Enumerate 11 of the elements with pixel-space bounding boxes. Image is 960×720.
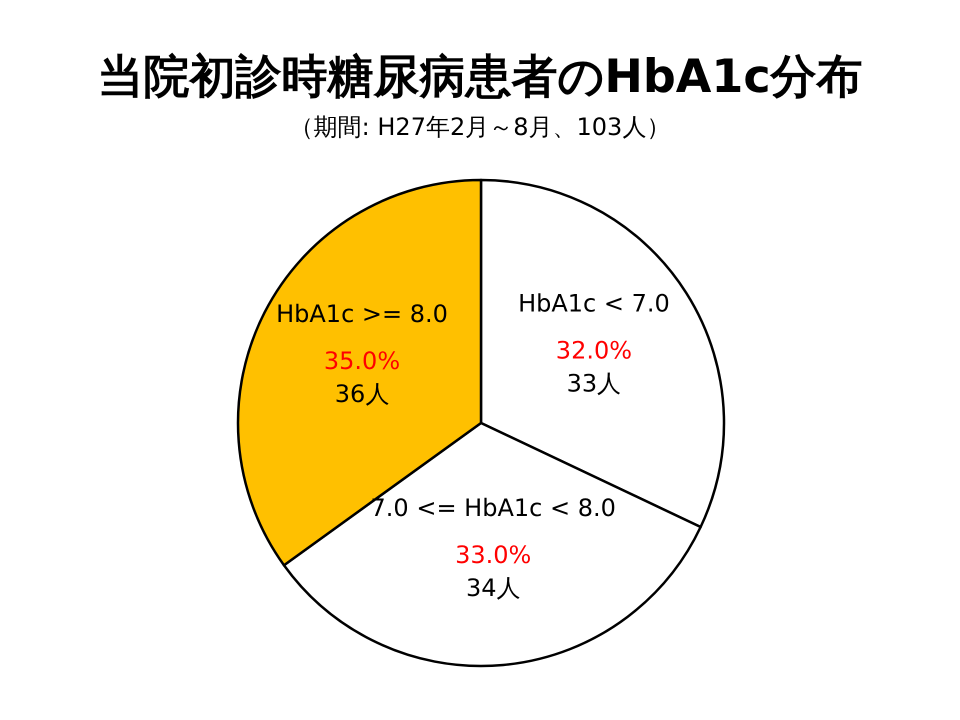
chart-subtitle: （期間: H27年2月～8月、103人） bbox=[290, 113, 670, 141]
chart-title: 当院初診時糖尿病患者のHbA1c分布 bbox=[97, 49, 863, 103]
slice-label: 7.0 <= HbA1c < 8.0 bbox=[370, 494, 616, 522]
slice-label: HbA1c >= 8.0 bbox=[276, 300, 448, 328]
data-label: 36人 bbox=[334, 380, 390, 408]
data-label: 34人 bbox=[466, 574, 520, 602]
slice-label: HbA1c < 7.0 bbox=[518, 290, 670, 318]
text: 32.0% bbox=[556, 336, 632, 365]
text: 35.0% bbox=[324, 347, 400, 376]
data-label: 33人 bbox=[566, 370, 622, 398]
text: 33.0% bbox=[455, 541, 532, 570]
